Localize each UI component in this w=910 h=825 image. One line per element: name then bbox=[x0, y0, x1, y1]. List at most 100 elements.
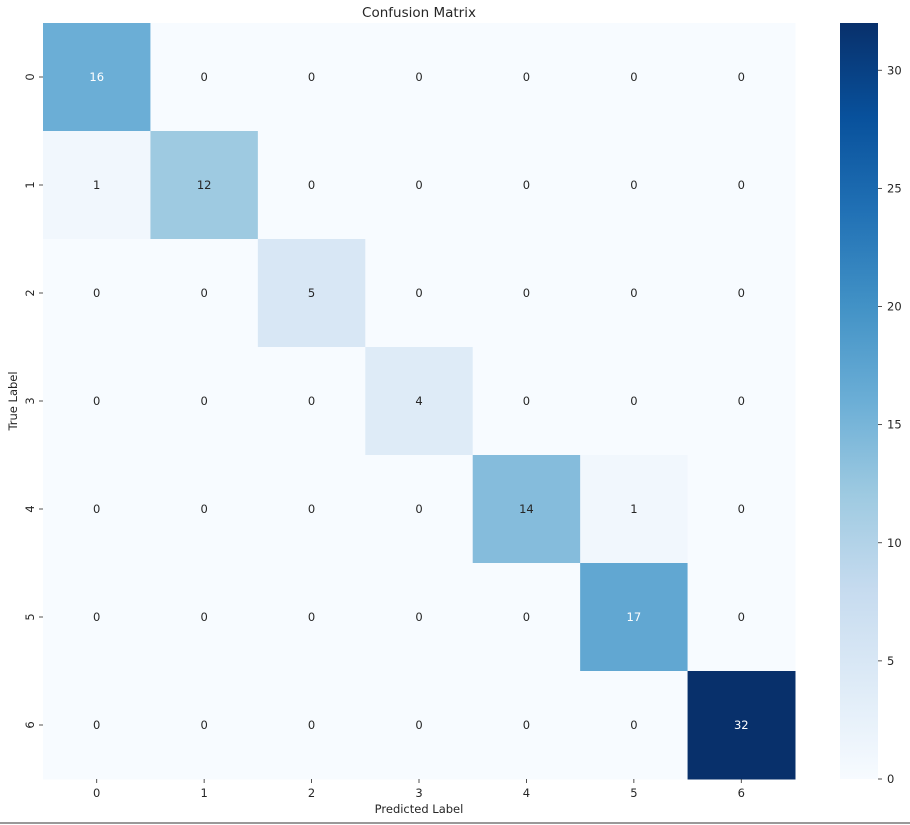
cell-value-label: 0 bbox=[308, 178, 315, 192]
colorbar-tick-label: 5 bbox=[887, 654, 894, 668]
cell-value-label: 0 bbox=[200, 70, 207, 84]
heatmap-cell bbox=[257, 563, 366, 672]
cell-value-label: 0 bbox=[200, 718, 207, 732]
y-tick-label: 5 bbox=[23, 613, 37, 620]
cell-value-label: 0 bbox=[523, 286, 530, 300]
heatmap-cell bbox=[580, 671, 689, 780]
colorbar-tick-label: 0 bbox=[887, 772, 894, 786]
cell-value-label: 0 bbox=[93, 718, 100, 732]
heatmap-cell bbox=[687, 563, 796, 672]
heatmap-cell bbox=[43, 563, 151, 672]
heatmap-cell bbox=[150, 131, 259, 240]
heatmap-cell bbox=[43, 455, 151, 564]
heatmap-grid: 16 0 0 0 0 0 0 1 12 0 0 0 0 0 0 0 5 0 0 0 0 0 0 0 4 0 0 0 0 0 0 0 14 1 0 0 0… bbox=[43, 23, 796, 780]
colorbar-tick-label: 25 bbox=[887, 181, 902, 195]
cell-value-label: 0 bbox=[93, 394, 100, 408]
cell-value-label: 0 bbox=[415, 610, 422, 624]
heatmap-cell bbox=[257, 671, 366, 780]
cell-value-label: 0 bbox=[523, 70, 530, 84]
cell-value-label: 0 bbox=[93, 610, 100, 624]
heatmap-cell bbox=[150, 671, 259, 780]
heatmap-cell bbox=[580, 23, 689, 132]
x-tick-label: 3 bbox=[415, 786, 422, 800]
heatmap-cell bbox=[257, 347, 366, 456]
heatmap-cell bbox=[472, 671, 581, 780]
colorbar-ticks: 0 5 10 15 20 25 30 bbox=[878, 63, 902, 786]
y-axis-title: True Label bbox=[6, 371, 20, 431]
heatmap-cell bbox=[687, 671, 796, 780]
heatmap-cell bbox=[365, 563, 474, 672]
cell-value-label: 5 bbox=[308, 286, 315, 300]
y-tick-label: 0 bbox=[23, 73, 37, 80]
heatmap-cell bbox=[257, 131, 366, 240]
cell-value-label: 14 bbox=[519, 502, 534, 516]
heatmap-cell bbox=[580, 131, 689, 240]
cell-value-label: 0 bbox=[200, 610, 207, 624]
y-tick-label: 1 bbox=[23, 181, 37, 188]
cell-value-label: 0 bbox=[415, 286, 422, 300]
heatmap-cell bbox=[150, 239, 259, 348]
x-tick-label: 0 bbox=[93, 786, 100, 800]
heatmap-cell bbox=[257, 455, 366, 564]
heatmap-cell bbox=[150, 23, 259, 132]
heatmap-cell bbox=[365, 671, 474, 780]
heatmap-cell bbox=[472, 23, 581, 132]
cell-value-label: 32 bbox=[734, 718, 749, 732]
cell-value-label: 0 bbox=[523, 394, 530, 408]
heatmap-cell bbox=[687, 239, 796, 348]
cell-value-label: 0 bbox=[738, 610, 745, 624]
cell-value-label: 0 bbox=[308, 718, 315, 732]
heatmap-cell bbox=[472, 131, 581, 240]
cell-value-label: 1 bbox=[93, 178, 100, 192]
cell-value-label: 0 bbox=[630, 718, 637, 732]
heatmap-cell bbox=[43, 239, 151, 348]
cell-value-label: 0 bbox=[523, 610, 530, 624]
heatmap-cell bbox=[687, 455, 796, 564]
y-tick-label: 2 bbox=[23, 289, 37, 296]
x-axis-title: Predicted Label bbox=[375, 802, 464, 816]
cell-value-label: 0 bbox=[308, 502, 315, 516]
colorbar bbox=[840, 23, 878, 779]
cell-value-label: 0 bbox=[738, 178, 745, 192]
y-tick-label: 3 bbox=[23, 397, 37, 404]
cell-value-label: 0 bbox=[738, 394, 745, 408]
cell-value-label: 0 bbox=[200, 286, 207, 300]
cell-value-label: 0 bbox=[93, 286, 100, 300]
y-axis-ticks: 0 1 2 3 4 5 6 bbox=[23, 73, 43, 729]
heatmap-cell bbox=[687, 347, 796, 456]
cell-value-label: 17 bbox=[627, 610, 642, 624]
colorbar-tick-label: 10 bbox=[887, 536, 902, 550]
cell-value-label: 4 bbox=[415, 394, 422, 408]
cell-value-label: 0 bbox=[415, 70, 422, 84]
colorbar-tick-label: 30 bbox=[887, 63, 902, 77]
x-tick-label: 6 bbox=[738, 786, 745, 800]
heatmap-cell bbox=[43, 131, 151, 240]
cell-value-label: 0 bbox=[415, 502, 422, 516]
heatmap-cell bbox=[580, 455, 689, 564]
heatmap-cell bbox=[472, 347, 581, 456]
x-axis-ticks: 0 1 2 3 4 5 6 bbox=[93, 779, 745, 800]
cell-value-label: 12 bbox=[197, 178, 212, 192]
heatmap-cell bbox=[150, 563, 259, 672]
cell-value-label: 0 bbox=[738, 70, 745, 84]
heatmap-cell bbox=[43, 23, 151, 132]
heatmap-cell bbox=[580, 563, 689, 672]
cell-value-label: 1 bbox=[630, 502, 637, 516]
y-tick-label: 6 bbox=[23, 721, 37, 728]
heatmap-cell bbox=[257, 23, 366, 132]
cell-value-label: 0 bbox=[738, 286, 745, 300]
cell-value-label: 0 bbox=[630, 178, 637, 192]
cell-value-label: 0 bbox=[200, 502, 207, 516]
heatmap-cell bbox=[580, 239, 689, 348]
heatmap-cell bbox=[365, 455, 474, 564]
cell-value-label: 0 bbox=[308, 70, 315, 84]
heatmap-cell bbox=[43, 347, 151, 456]
chart-title: Confusion Matrix bbox=[362, 5, 476, 21]
cell-value-label: 0 bbox=[93, 502, 100, 516]
heatmap-cell bbox=[472, 563, 581, 672]
heatmap-cell bbox=[43, 671, 151, 780]
cell-value-label: 16 bbox=[89, 70, 104, 84]
cell-value-label: 0 bbox=[630, 394, 637, 408]
heatmap-cell bbox=[687, 23, 796, 132]
